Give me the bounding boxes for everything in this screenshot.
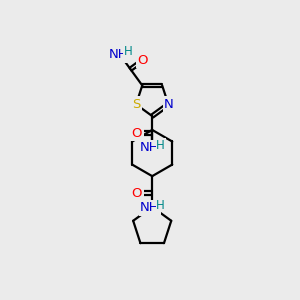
Text: H: H (156, 199, 165, 212)
Text: N: N (164, 98, 174, 111)
Text: NH: NH (108, 48, 128, 61)
Text: H: H (156, 139, 165, 152)
Text: NH: NH (140, 201, 160, 214)
Text: O: O (138, 54, 148, 67)
Text: NH: NH (140, 141, 160, 154)
Text: H: H (124, 45, 133, 58)
Text: S: S (132, 98, 140, 111)
Text: O: O (132, 127, 142, 140)
Text: O: O (132, 187, 142, 200)
